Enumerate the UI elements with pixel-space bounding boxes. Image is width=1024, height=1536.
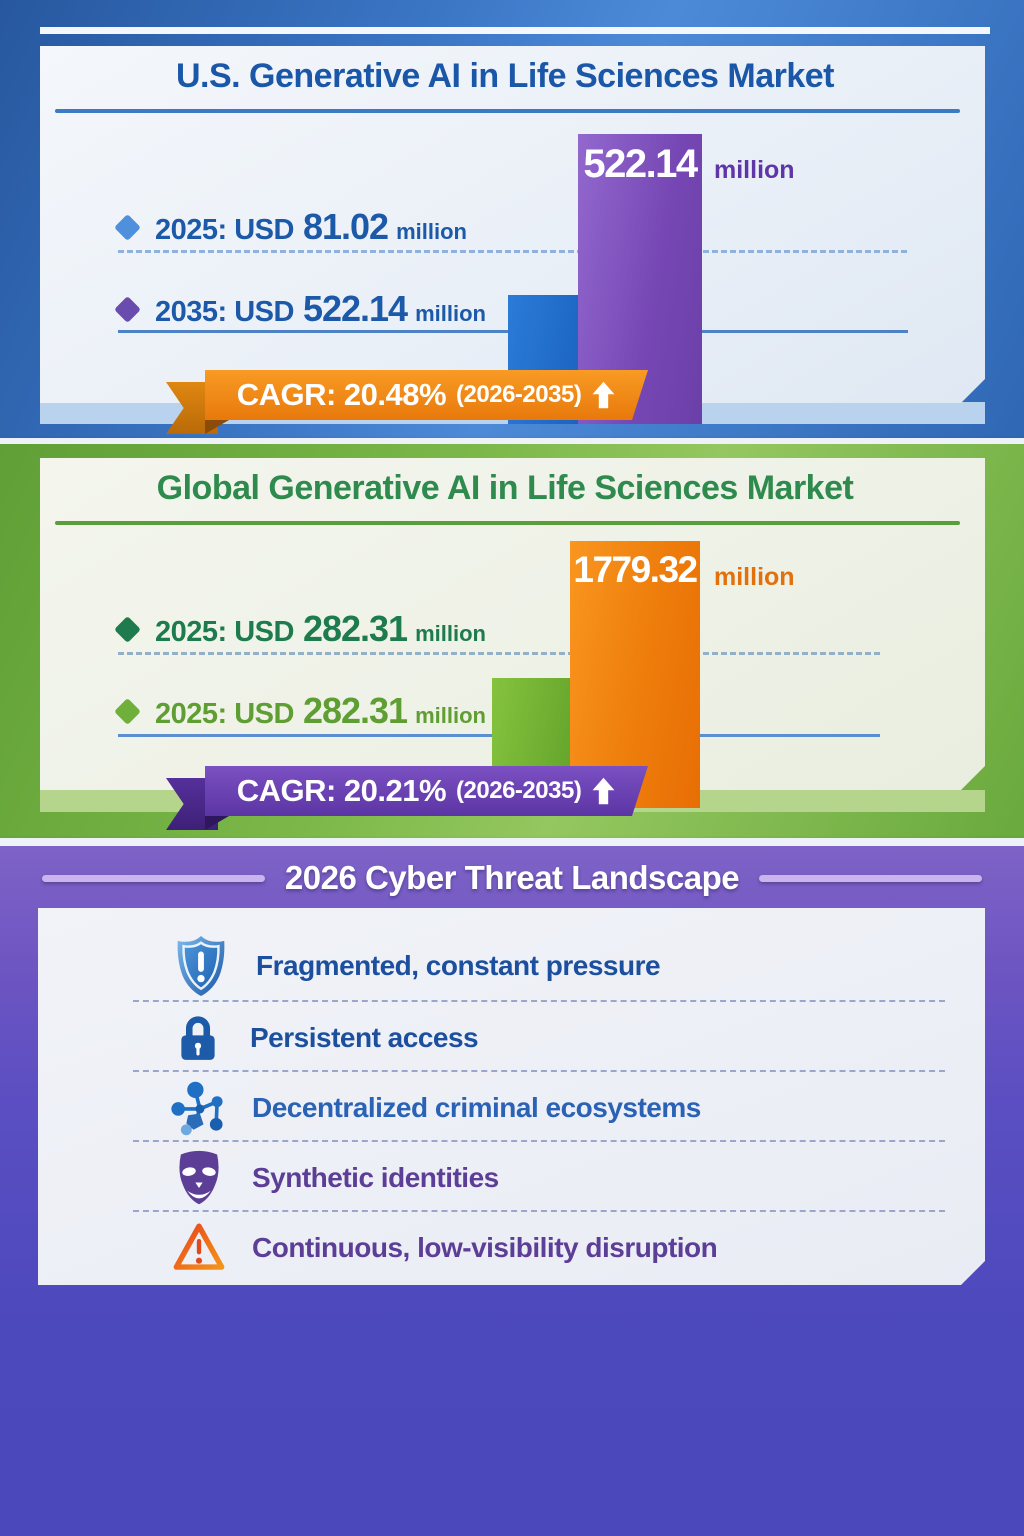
row-separator: [133, 1070, 945, 1072]
threat-label: Decentralized criminal ecosystems: [252, 1092, 701, 1123]
threat-label: Persistent access: [250, 1022, 479, 1053]
bullet1-guide-line: [118, 250, 907, 253]
cagr-value: CAGR: 20.48%: [236, 377, 447, 412]
global-bar-unit-label: million: [714, 563, 795, 591]
global-market-title: Global Generative AI in Life Sciences Ma…: [156, 469, 854, 507]
bullet-prefix: 2025: USD: [155, 214, 294, 246]
bullet-value: 522.14: [302, 288, 408, 329]
title-underline: [55, 521, 960, 525]
top-accent-strip: [40, 27, 990, 34]
threat-label: Synthetic identities: [252, 1162, 499, 1193]
warning-triangle-icon: [170, 1220, 228, 1276]
header-line-right: [759, 874, 982, 882]
us-market-title: U.S. Generative AI in Life Sciences Mark…: [175, 57, 835, 95]
threat-row: Persistent access: [170, 1002, 479, 1074]
title-underline: [55, 109, 960, 113]
row-separator: [133, 1140, 945, 1142]
mask-icon: [170, 1148, 228, 1208]
bullet-prefix: 2025: USD: [155, 616, 294, 648]
threat-row: Synthetic identities: [170, 1142, 499, 1214]
row-separator: [133, 1000, 945, 1002]
bullet-value: 282.31: [302, 690, 408, 731]
up-arrow-icon: [591, 776, 616, 806]
global-2035-bar: [570, 541, 700, 808]
threat-label: Continuous, low-visibility disruption: [252, 1232, 718, 1263]
bullet-value: 81.02: [302, 206, 389, 247]
us-2035-bullet: 2035: USD 522.14 million: [114, 288, 486, 330]
us-bar-unit-label: million: [714, 156, 795, 184]
threat-row: Continuous, low-visibility disruption: [170, 1212, 718, 1284]
bullet-unit: million: [415, 301, 486, 326]
network-icon: [170, 1079, 228, 1137]
us-bar-value-label: 522.14: [583, 142, 698, 186]
header-line-left: [42, 874, 265, 882]
shield-exclamation-icon: [170, 933, 232, 999]
cagr-range: (2026-2035): [456, 777, 582, 804]
bullet-prefix: 2035: USD: [155, 296, 294, 328]
us-2025-bullet: 2025: USD 81.02 million: [114, 206, 467, 248]
bullet1-guide-line: [118, 652, 880, 655]
global-2035-bullet: 2025: USD 282.31 million: [114, 690, 486, 732]
threat-row: Fragmented, constant pressure: [170, 930, 661, 1002]
bullet-unit: million: [396, 219, 467, 244]
bullet-unit: million: [415, 703, 486, 728]
diamond-bullet-icon: [114, 213, 141, 241]
threat-title: 2026 Cyber Threat Landscape: [284, 859, 740, 896]
bullet-prefix: 2025: USD: [155, 698, 294, 730]
up-arrow-icon: [591, 380, 616, 410]
threat-label: Fragmented, constant pressure: [256, 950, 661, 981]
diamond-bullet-icon: [114, 295, 141, 323]
bullet-unit: million: [415, 621, 486, 646]
diamond-bullet-icon: [114, 697, 141, 725]
diamond-bullet-icon: [114, 615, 141, 643]
global-bar-value-label: 1779.32: [573, 549, 698, 590]
panel-divider: [0, 438, 1024, 446]
global-2025-bullet: 2025: USD 282.31 million: [114, 608, 486, 650]
row-separator: [133, 1210, 945, 1212]
cagr-range: (2026-2035): [456, 381, 582, 408]
ribbon-band: CAGR: 20.48% (2026-2035): [205, 370, 648, 420]
threat-header: 2026 Cyber Threat Landscape: [42, 856, 982, 900]
lock-icon: [170, 1009, 226, 1067]
threat-row: Decentralized criminal ecosystems: [170, 1072, 701, 1144]
bullet-value: 282.31: [302, 608, 408, 649]
ribbon-band: CAGR: 20.21% (2026-2035): [205, 766, 648, 816]
panel-divider: [0, 838, 1024, 846]
cagr-value: CAGR: 20.21%: [236, 773, 447, 808]
